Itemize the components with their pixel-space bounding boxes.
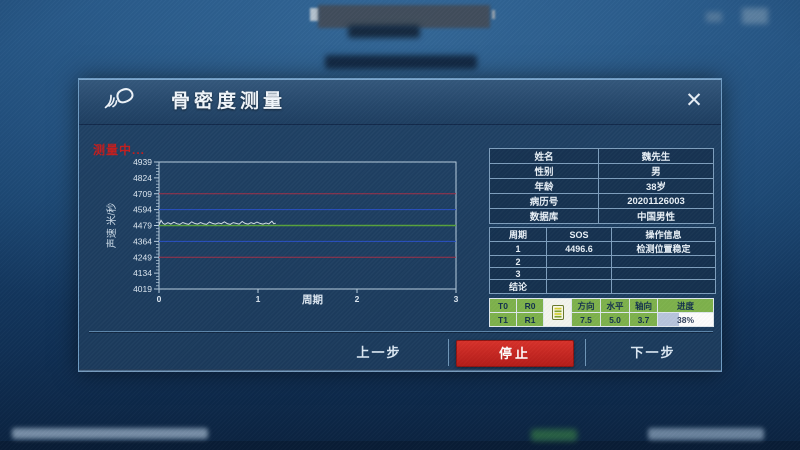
cycle-sos: [546, 255, 612, 268]
probe-r0-cell: R0: [517, 299, 543, 312]
cycle-row: 3: [489, 267, 716, 280]
svg-text:4939: 4939: [133, 157, 152, 167]
cycle-row: 1 4496.6 检测位置稳定: [489, 241, 716, 256]
patient-info-table: 姓名 魏先生 性别 男 年龄 38岁 病历号 20201126003 数据库 中…: [489, 148, 714, 224]
conclusion-label: 结论: [489, 279, 547, 294]
dialog-title: 骨密度测量: [171, 91, 287, 112]
cycle-result-table: 周期 SOS 操作信息 1 4496.6 检测位置稳定 2 3 结论: [489, 227, 716, 294]
patient-gender-label: 性别: [489, 163, 599, 179]
background-text-blur: [12, 428, 208, 439]
probe-t1-cell: T1: [490, 313, 516, 326]
patient-record-label: 病历号: [489, 193, 599, 209]
axial-value: 3.7: [630, 313, 657, 326]
progress-fill: [658, 313, 679, 326]
svg-text:3: 3: [454, 294, 459, 304]
ultrasound-probe-icon: [104, 88, 134, 109]
horizontal-value: 5.0: [601, 313, 629, 326]
svg-text:4479: 4479: [133, 221, 152, 231]
progress-bar: 38%: [658, 313, 713, 326]
patient-record-value: 20201126003: [598, 193, 714, 209]
cycle-number: 3: [489, 267, 547, 280]
right-info-panel: 姓名 魏先生 性别 男 年龄 38岁 病历号 20201126003 数据库 中…: [489, 148, 716, 327]
background-titlebar-blur: [318, 5, 490, 28]
patient-age-label: 年龄: [489, 178, 599, 194]
conclusion-info: [611, 279, 716, 294]
svg-text:1: 1: [256, 294, 261, 304]
horizontal-header: 水平: [601, 299, 629, 312]
direction-value: 7.5: [572, 313, 600, 326]
svg-text:4594: 4594: [133, 205, 152, 215]
conclusion-row: 结论: [489, 279, 716, 294]
button-separator-line: [89, 331, 713, 332]
svg-text:声速 米/秒: 声速 米/秒: [105, 203, 118, 249]
next-step-button[interactable]: 下一步: [630, 345, 676, 360]
background-artifact: [706, 12, 722, 22]
background-artifact: [531, 429, 577, 441]
cycle-row: 2: [489, 255, 716, 268]
cycle-info: [611, 267, 716, 280]
background-artifact: [742, 8, 768, 24]
dialog-button-row: 上一步 停止 下一步: [79, 337, 723, 369]
progress-header: 进度: [658, 299, 713, 312]
background-bottom-band: [0, 441, 800, 450]
close-button[interactable]: ✕: [685, 89, 703, 112]
svg-text:4249: 4249: [133, 252, 152, 262]
background-text-blur: [348, 25, 420, 38]
probe-t0-cell: T0: [490, 299, 516, 312]
progress-value: 38%: [676, 314, 694, 325]
cycle-info: [611, 255, 716, 268]
background-artifact: [310, 8, 319, 21]
stop-button[interactable]: 停止: [456, 340, 574, 367]
dialog-title-bar: 骨密度测量 ✕: [79, 79, 721, 125]
sos-chart: 4019 4134 4249 4364 4479 4594 4709 4824 4939 0 1 2 3…: [89, 149, 485, 319]
probe-r1-cell: R1: [517, 313, 543, 326]
report-icon: [551, 305, 564, 320]
sos-chart-svg: 4019 4134 4249 4364 4479 4594 4709 4824 4939 0 1 2 3…: [105, 157, 459, 306]
cycle-number: 2: [489, 255, 547, 268]
direction-header: 方向: [572, 299, 600, 312]
svg-text:0: 0: [157, 294, 162, 304]
svg-text:4134: 4134: [133, 268, 152, 278]
patient-database-value: 中国男性: [598, 208, 714, 224]
svg-text:4709: 4709: [133, 189, 152, 199]
info-header: 操作信息: [611, 227, 716, 242]
patient-row: 数据库 中国男性: [489, 208, 714, 224]
previous-step-button[interactable]: 上一步: [356, 345, 402, 360]
background-text-blur: [325, 55, 477, 69]
cycle-sos: [546, 267, 612, 280]
svg-text:2: 2: [355, 294, 360, 304]
patient-gender-value: 男: [598, 163, 714, 179]
cycle-number: 1: [489, 241, 547, 256]
patient-name-label: 姓名: [489, 148, 599, 164]
button-divider: [585, 339, 586, 366]
svg-text:4364: 4364: [133, 236, 152, 246]
patient-row: 姓名 魏先生: [489, 148, 714, 164]
background-text-blur: [648, 428, 764, 440]
cycle-header: 周期: [489, 227, 547, 242]
cycle-sos: 4496.6: [546, 241, 612, 256]
patient-row: 病历号 20201126003: [489, 193, 714, 209]
background-artifact: [492, 10, 495, 19]
svg-text:4019: 4019: [133, 284, 152, 294]
button-divider: [448, 339, 449, 366]
patient-row: 性别 男: [489, 163, 714, 179]
patient-database-label: 数据库: [489, 208, 599, 224]
svg-text:4824: 4824: [133, 173, 152, 183]
axial-header: 轴向: [630, 299, 657, 312]
probe-status-panel: T0 R0 方向 水平 轴向 进度 T1 R1 7.5: [489, 298, 714, 327]
report-icon-cell: [544, 299, 571, 326]
sos-header: SOS: [546, 227, 612, 242]
conclusion-sos: [546, 279, 612, 294]
bone-density-dialog: 骨密度测量 ✕ 测量中... 4019 4134 4249 4364 4479 4594 4…: [78, 78, 722, 372]
patient-row: 年龄 38岁: [489, 178, 714, 194]
patient-name-value: 魏先生: [598, 148, 714, 164]
svg-text:周期: 周期: [302, 293, 323, 306]
cycle-header-row: 周期 SOS 操作信息: [489, 227, 716, 242]
measuring-status-text: 测量中...: [93, 143, 146, 157]
patient-age-value: 38岁: [598, 178, 714, 194]
cycle-info: 检测位置稳定: [611, 241, 716, 256]
